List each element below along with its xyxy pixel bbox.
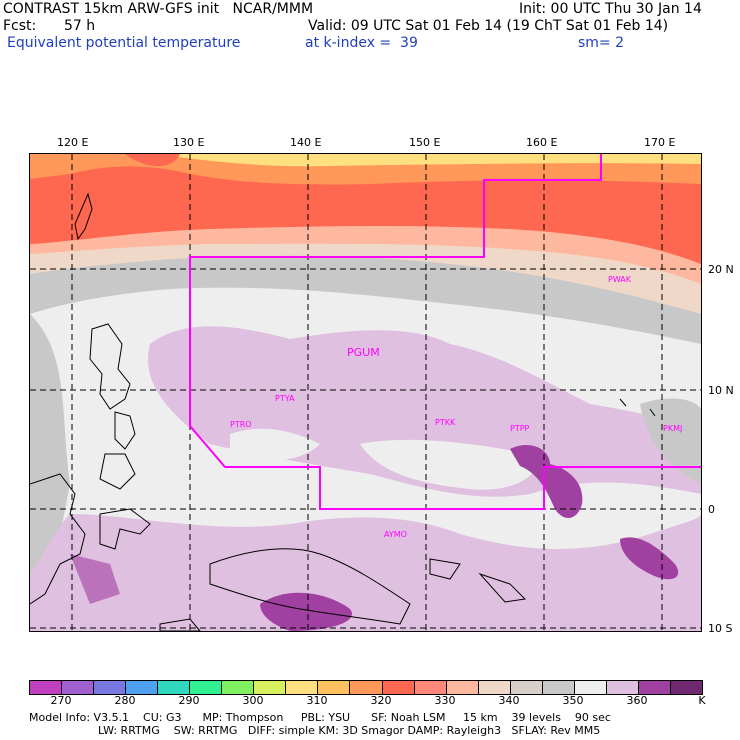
timor-coast — [159, 618, 201, 631]
field-355k-patch-2 — [230, 428, 320, 461]
colorbar-cell-16 — [542, 681, 575, 694]
field-350k-west — [30, 314, 70, 631]
model-info-line-1: Model Info: V3.5.1 CU: G3 MP: Thompson P… — [29, 711, 611, 724]
field-365k-cell-4 — [70, 554, 120, 604]
station-ptya: PTYA — [275, 394, 295, 403]
station-pwak: PWAK — [608, 275, 632, 284]
colorbar-cell-8 — [286, 681, 319, 694]
colorbar-cell-5 — [190, 681, 223, 694]
station-pkmj: PKMJ — [663, 424, 682, 433]
colorbar-cell-4 — [158, 681, 191, 694]
station-ptro: PTRO — [230, 420, 252, 429]
colorbar-tick-300: 300 — [242, 694, 264, 707]
colorbar-cell-18 — [606, 681, 639, 694]
sulawesi-coast — [99, 508, 151, 550]
new-guinea-coast — [209, 548, 411, 625]
coastlines — [30, 192, 656, 631]
map-canvas: PGUM PTYA PTRO PTKK PTPP PKMJ PWAK AYMO — [30, 154, 701, 631]
field-330k — [30, 154, 701, 264]
colorbar-unit: K — [698, 694, 706, 707]
colorbar-cell-3 — [126, 681, 159, 694]
colorbar-cell-17 — [574, 681, 607, 694]
colorbar-tick-320: 320 — [370, 694, 392, 707]
mindanao-coast — [99, 453, 136, 490]
forecast-label: Fcst: — [3, 18, 37, 34]
station-ptpp: PTPP — [510, 424, 530, 433]
field-315k — [30, 154, 701, 167]
islands-coast — [619, 398, 656, 417]
solomon-coast — [478, 572, 527, 603]
lon-label-150e: 150 E — [409, 136, 441, 149]
fir-boundary — [189, 154, 701, 510]
colorbar-cell-9 — [318, 681, 351, 694]
lon-label-170e: 170 E — [644, 136, 676, 149]
colorbar-cell-13 — [446, 681, 479, 694]
colorbar-tick-360: 360 — [626, 694, 648, 707]
lon-label-120e: 120 E — [57, 136, 89, 149]
field-365k-cell-3 — [260, 592, 352, 631]
init-time: Init: 00 UTC Thu 30 Jan 14 — [519, 1, 702, 17]
bismarck-coast — [429, 558, 461, 580]
colorbar-cell-20 — [670, 681, 702, 694]
field-360k-south — [30, 514, 701, 631]
smoothing-label: sm= 2 — [578, 35, 625, 51]
station-pgum: PGUM — [347, 346, 380, 359]
colorbar-cell-1 — [62, 681, 95, 694]
colorbar-tick-280: 280 — [114, 694, 136, 707]
borneo-coast — [30, 473, 86, 605]
theta-e-map: PGUM PTYA PTRO PTKK PTPP PKMJ PWAK AYMO — [29, 153, 702, 632]
colorbar-cell-0 — [30, 681, 63, 694]
field-365k-cell-2 — [620, 537, 679, 580]
field-350k-east — [640, 398, 701, 484]
colorbar-cell-7 — [254, 681, 287, 694]
colorbar-tick-310: 310 — [306, 694, 328, 707]
taiwan-coast — [74, 192, 93, 241]
lat-label-20n: 20 N — [708, 263, 734, 276]
field-name: Equivalent potential temperature — [7, 35, 241, 51]
valid-time: Valid: 09 UTC Sat 01 Feb 14 (19 ChT Sat … — [308, 18, 669, 34]
lat-label-0: 0 — [708, 503, 715, 516]
field-355k-patch — [360, 439, 536, 490]
forecast-hours: 57 h — [64, 18, 96, 34]
lat-label-10s: 10 S — [708, 622, 733, 635]
colorbar-tick-270: 270 — [50, 694, 72, 707]
station-labels: PGUM PTYA PTRO PTKK PTPP PKMJ PWAK AYMO — [230, 275, 682, 539]
colorbar-tick-350: 350 — [562, 694, 584, 707]
station-ptkk: PTKK — [435, 418, 456, 427]
model-info-line-2: LW: RRTMG SW: RRTMG DIFF: simple KM: 3D … — [98, 724, 601, 737]
visayas-coast — [114, 411, 136, 450]
colorbar-cell-6 — [222, 681, 255, 694]
colorbar-cell-14 — [478, 681, 511, 694]
lon-label-130e: 130 E — [173, 136, 205, 149]
lon-label-140e: 140 E — [290, 136, 322, 149]
level-label: at k-index = 39 — [305, 35, 418, 51]
colorbar-cell-10 — [350, 681, 383, 694]
colorbar — [29, 680, 703, 695]
colorbar-cell-19 — [638, 681, 671, 694]
colorbar-tick-330: 330 — [434, 694, 456, 707]
colorbar-cell-15 — [510, 681, 543, 694]
luzon-coast — [89, 323, 131, 410]
title-line: CONTRAST 15km ARW-GFS init NCAR/MMM — [3, 1, 314, 17]
colorbar-tick-290: 290 — [178, 694, 200, 707]
colorbar-cell-12 — [414, 681, 447, 694]
lat-label-10n: 10 N — [708, 384, 734, 397]
colorbar-cell-2 — [94, 681, 127, 694]
colorbar-cell-11 — [382, 681, 415, 694]
colorbar-tick-340: 340 — [498, 694, 520, 707]
field-330k-spot — [125, 154, 180, 167]
field-365k-cell-1 — [510, 444, 583, 519]
lon-label-160e: 160 E — [526, 136, 558, 149]
station-aymo: AYMO — [384, 530, 407, 539]
